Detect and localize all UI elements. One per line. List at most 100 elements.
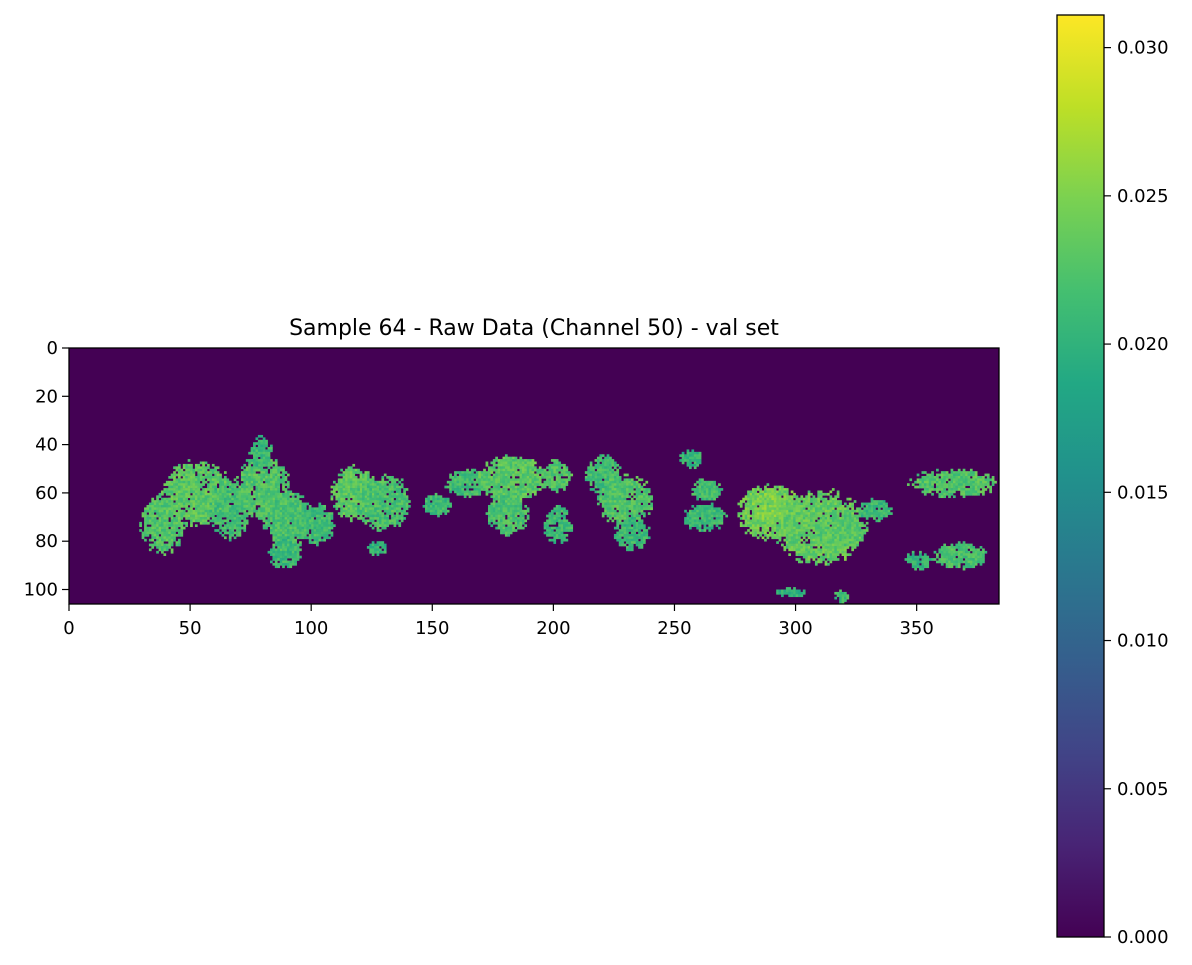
heatmap-cell [185, 512, 188, 515]
heatmap-cell [628, 483, 632, 486]
heatmap-cell [747, 497, 750, 501]
heatmap-cell [698, 478, 702, 482]
heatmap-cell [245, 468, 249, 472]
heatmap-cell [270, 531, 273, 535]
heatmap-cell [192, 473, 196, 477]
heatmap-cell [265, 468, 268, 472]
heatmap-cell [282, 524, 285, 528]
heatmap-cell [211, 488, 215, 491]
heatmap-cell [267, 476, 271, 479]
heatmap-cell [161, 548, 164, 552]
heatmap-cell [555, 473, 559, 477]
heatmap-cell [151, 538, 155, 542]
heatmap-cell [316, 543, 319, 547]
heatmap-cell [705, 507, 709, 511]
heatmap-cell [618, 517, 622, 520]
heatmap-cell [289, 514, 293, 518]
heatmap-cell [182, 495, 186, 499]
heatmap-cell [284, 471, 288, 474]
heatmap-cell [359, 514, 363, 518]
heatmap-cell [342, 483, 346, 486]
heatmap-cell [693, 524, 697, 528]
heatmap-cell [742, 514, 745, 518]
heatmap-cell [349, 473, 353, 477]
heatmap-cell [156, 519, 159, 523]
heatmap-cell [182, 473, 186, 477]
heatmap-cell [749, 507, 753, 511]
heatmap-cell [296, 521, 300, 525]
heatmap-cell [173, 524, 176, 528]
heatmap-cell [173, 488, 176, 491]
heatmap-cell [689, 461, 692, 465]
heatmap-cell [257, 512, 261, 515]
heatmap-cell [299, 541, 302, 544]
heatmap-cell [165, 546, 169, 549]
heatmap-cell [255, 500, 259, 503]
heatmap-cell [502, 478, 506, 482]
heatmap-cell [512, 490, 515, 494]
heatmap-cell [158, 504, 162, 508]
heatmap-cell [621, 538, 624, 542]
heatmap-cell [354, 502, 358, 506]
heatmap-cell [165, 497, 169, 501]
heatmap-cell [299, 519, 302, 523]
heatmap-cell [626, 483, 629, 486]
heatmap-cell [391, 502, 394, 506]
heatmap-cell [294, 562, 297, 566]
heatmap-cell [282, 500, 285, 503]
heatmap-cell [279, 531, 283, 535]
heatmap-cell [279, 478, 283, 482]
heatmap-cell [601, 461, 605, 465]
heatmap-cell [231, 512, 234, 515]
heatmap-cell [221, 500, 225, 503]
heatmap-cell [282, 543, 285, 547]
heatmap-cell [180, 514, 184, 518]
heatmap-cell [749, 497, 753, 501]
heatmap-cell [514, 517, 518, 520]
heatmap-cell [296, 517, 300, 520]
heatmap-cell [342, 476, 346, 479]
heatmap-cell [270, 514, 273, 518]
heatmap-cell [369, 504, 373, 508]
heatmap-cell [492, 468, 496, 472]
heatmap-cell [519, 521, 523, 525]
heatmap-cell [291, 548, 295, 552]
heatmap-cell [642, 504, 646, 508]
heatmap-cell [759, 492, 762, 496]
heatmap-cell [308, 521, 312, 525]
heatmap-cell [771, 504, 775, 508]
heatmap-cell [267, 512, 271, 515]
heatmap-cell [352, 492, 356, 496]
heatmap-cell [379, 504, 382, 508]
heatmap-cell [558, 533, 561, 537]
heatmap-cell [257, 466, 261, 470]
heatmap-cell [601, 514, 605, 518]
heatmap-cell [495, 483, 498, 486]
heatmap-cell [262, 444, 266, 448]
heatmap-cell [342, 490, 346, 494]
heatmap-cell [609, 514, 612, 518]
heatmap-cell [531, 471, 535, 474]
heatmap-cell [405, 497, 409, 501]
heatmap-cell [185, 485, 188, 489]
heatmap-cell [226, 488, 230, 491]
heatmap-cell [156, 500, 159, 503]
heatmap-cell [616, 488, 620, 491]
heatmap-cell [359, 497, 363, 501]
heatmap-cell [194, 502, 198, 506]
heatmap-cell [214, 480, 218, 484]
heatmap-cell [386, 497, 389, 501]
heatmap-cell [202, 492, 205, 496]
heatmap-cell [439, 512, 443, 515]
heatmap-cell [398, 497, 402, 501]
heatmap-cell [282, 468, 285, 472]
heatmap-cell [233, 504, 237, 508]
heatmap-cell [517, 519, 520, 523]
heatmap-cell [347, 490, 351, 494]
heatmap-cell [400, 517, 404, 520]
heatmap-cell [175, 500, 179, 503]
heatmap-cell [635, 543, 639, 547]
heatmap-cell [558, 519, 561, 523]
heatmap-cell [262, 517, 266, 520]
heatmap-cell [509, 495, 513, 499]
